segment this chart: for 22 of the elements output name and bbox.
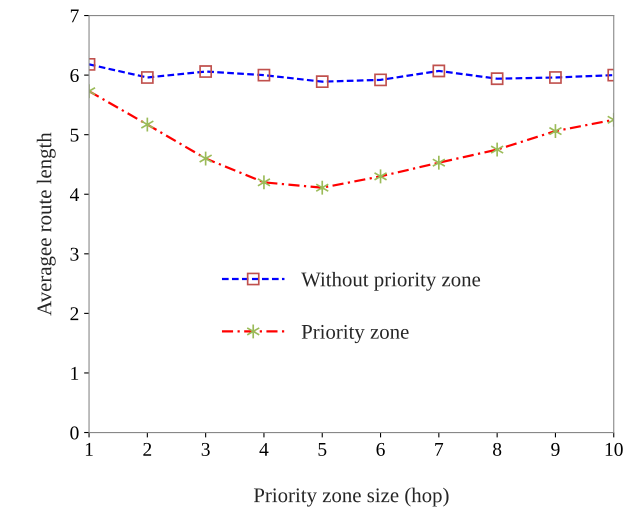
x-tick-label: 1	[86, 442, 93, 456]
y-axis-title: Averagee route length	[36, 132, 56, 316]
x-tick-label: 3	[202, 442, 210, 456]
y-tick-label: 7	[70, 10, 79, 22]
x-tick-label: 7	[435, 443, 444, 456]
y-tick-label: 5	[70, 128, 79, 142]
x-tick-label: 10	[606, 442, 623, 456]
x-axis-title: Priority zone size (hop)	[254, 488, 449, 507]
x-tick-label: 2	[143, 442, 152, 456]
x-tick-label: 9	[551, 442, 560, 456]
x-tick-label: 8	[493, 442, 502, 456]
legend-label: Without priority zone	[301, 272, 480, 291]
y-tick-label: 1	[71, 366, 78, 380]
x-tick-label: 4	[259, 442, 268, 456]
x-tick-label: 5	[318, 443, 326, 456]
y-tick-label: 3	[70, 248, 79, 261]
x-tick-label: 6	[376, 442, 385, 456]
y-tick-label: 2	[70, 307, 78, 320]
y-tick-label: 0	[70, 426, 79, 440]
y-tick-label: 4	[70, 188, 80, 201]
legend-label: Priority zone	[302, 324, 409, 344]
y-tick-label: 6	[70, 68, 79, 82]
